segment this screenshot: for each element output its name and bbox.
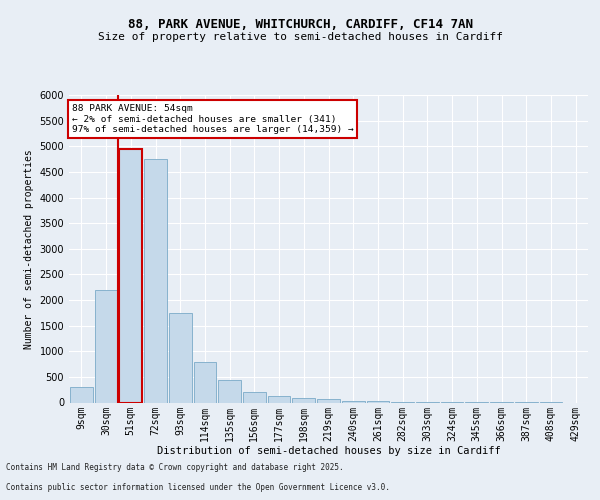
- Bar: [119, 149, 142, 403]
- Text: Contains HM Land Registry data © Crown copyright and database right 2025.: Contains HM Land Registry data © Crown c…: [6, 464, 344, 472]
- Text: 88 PARK AVENUE: 54sqm
← 2% of semi-detached houses are smaller (341)
97% of semi: 88 PARK AVENUE: 54sqm ← 2% of semi-detac…: [71, 104, 353, 134]
- Y-axis label: Number of semi-detached properties: Number of semi-detached properties: [24, 149, 34, 348]
- Bar: [144, 159, 167, 402]
- Bar: [268, 396, 290, 402]
- Text: Size of property relative to semi-detached houses in Cardiff: Size of property relative to semi-detach…: [97, 32, 503, 42]
- X-axis label: Distribution of semi-detached houses by size in Cardiff: Distribution of semi-detached houses by …: [157, 446, 500, 456]
- Bar: [70, 387, 93, 402]
- Text: Contains public sector information licensed under the Open Government Licence v3: Contains public sector information licen…: [6, 484, 390, 492]
- Bar: [292, 398, 315, 402]
- Bar: [342, 400, 365, 402]
- Bar: [95, 290, 118, 403]
- Bar: [218, 380, 241, 402]
- Bar: [243, 392, 266, 402]
- Bar: [169, 313, 191, 402]
- Text: 88, PARK AVENUE, WHITCHURCH, CARDIFF, CF14 7AN: 88, PARK AVENUE, WHITCHURCH, CARDIFF, CF…: [128, 18, 473, 30]
- Bar: [317, 400, 340, 402]
- Bar: [194, 362, 216, 403]
